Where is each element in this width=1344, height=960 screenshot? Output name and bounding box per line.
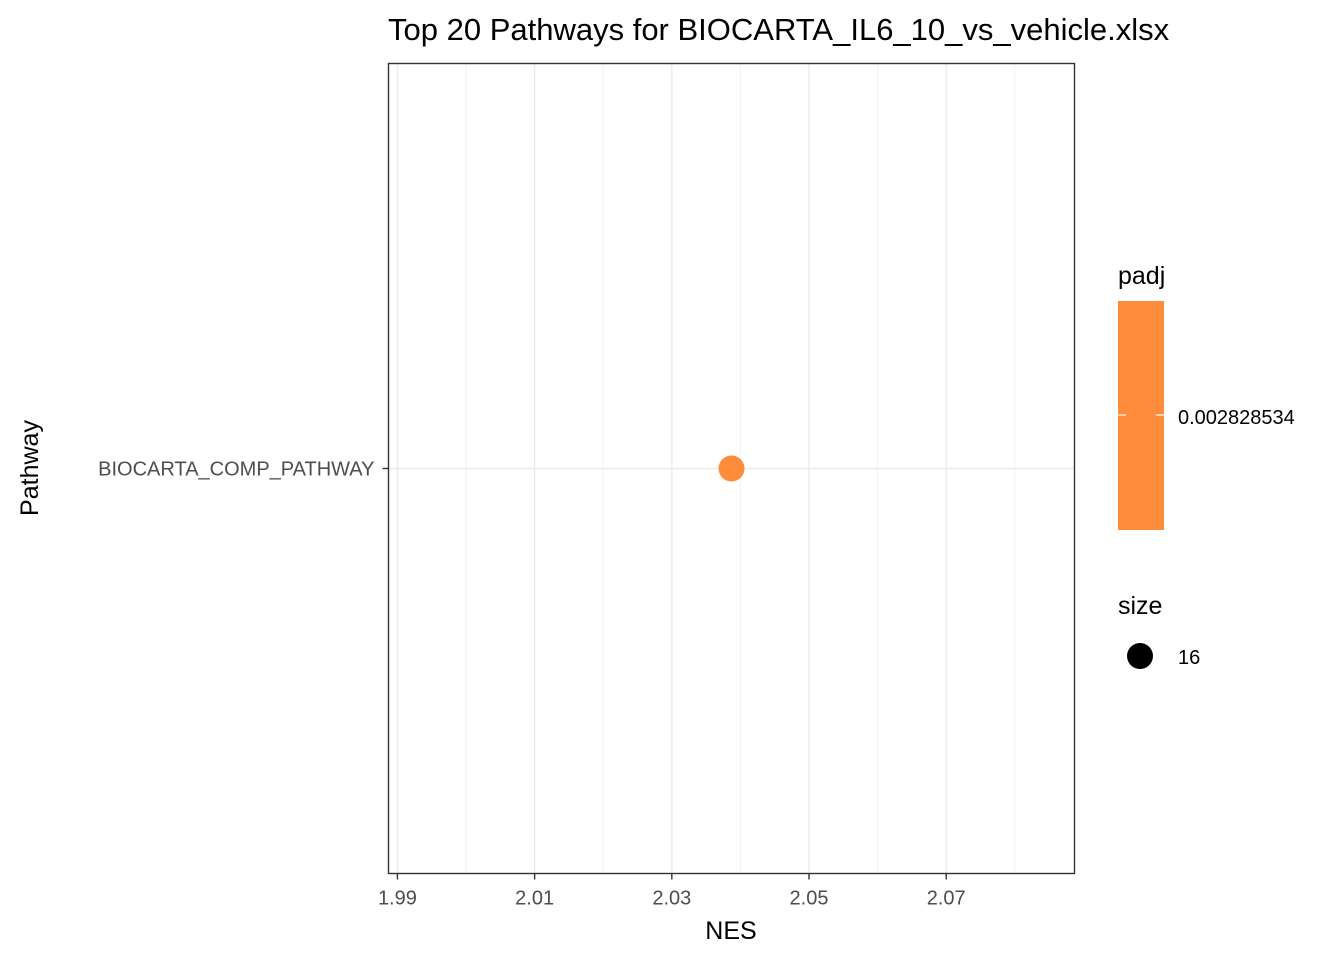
x-tick-label: 1.99 bbox=[378, 888, 417, 910]
x-tick-label: 2.03 bbox=[652, 888, 691, 910]
x-axis: 1.99 2.01 2.03 2.05 2.07 bbox=[378, 873, 966, 910]
x-tick-label: 2.05 bbox=[790, 888, 829, 910]
data-points bbox=[718, 455, 745, 482]
x-tick-label: 2.07 bbox=[927, 888, 966, 910]
y-axis: BIOCARTA_COMP_PATHWAY bbox=[98, 459, 389, 481]
chart-title: Top 20 Pathways for BIOCARTA_IL6_10_vs_v… bbox=[388, 12, 1170, 47]
y-tick-label: BIOCARTA_COMP_PATHWAY bbox=[98, 459, 374, 481]
legend-size-label: 16 bbox=[1178, 647, 1200, 669]
legend-size: size 16 bbox=[1118, 592, 1200, 669]
legend-padj-label: 0.002828534 bbox=[1178, 407, 1295, 429]
legend-size-title: size bbox=[1118, 592, 1162, 620]
data-point bbox=[718, 455, 745, 482]
x-tick-label: 2.01 bbox=[515, 888, 554, 910]
legend-size-key bbox=[1127, 643, 1153, 669]
legend-padj-title: padj bbox=[1118, 262, 1165, 290]
legend-padj: padj 0.002828534 bbox=[1118, 262, 1295, 530]
x-axis-title: NES bbox=[705, 917, 756, 945]
y-axis-title: Pathway bbox=[16, 420, 44, 516]
